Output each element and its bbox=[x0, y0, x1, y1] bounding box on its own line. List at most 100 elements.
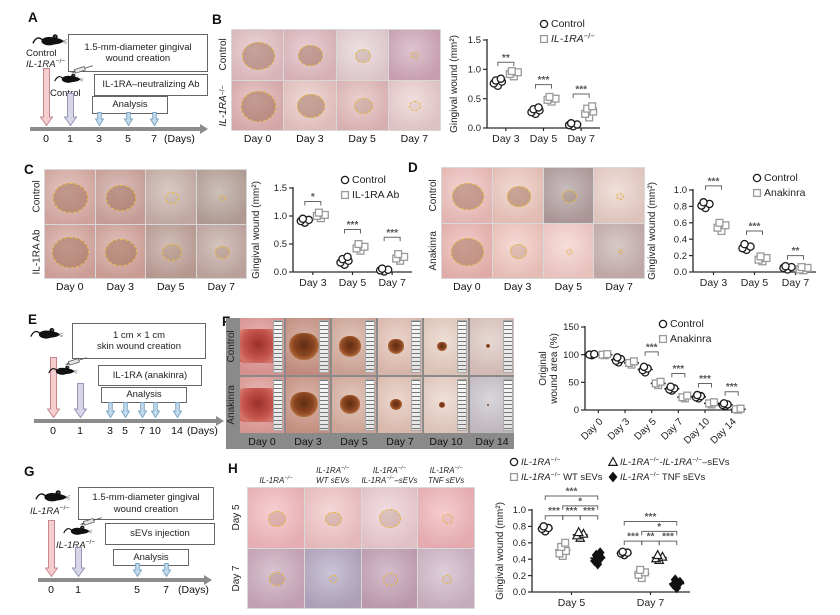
d-series-0 bbox=[697, 198, 796, 274]
g-tick-label: 5 bbox=[134, 584, 140, 596]
h-photo-r0c1 bbox=[303, 487, 362, 549]
c-sig-label: *** bbox=[347, 220, 359, 231]
square-marker bbox=[658, 334, 668, 344]
circle-marker bbox=[639, 362, 649, 372]
a-mouse-icon-1 bbox=[32, 30, 68, 48]
b-photo-r0c1 bbox=[283, 29, 337, 81]
e-timeline-bar bbox=[34, 416, 224, 426]
panel-d-photos: Control Anakinra Day 0 Day 3 Day 5 Day 7 bbox=[428, 167, 645, 294]
a-analysis-arrow bbox=[149, 112, 159, 126]
d-wound-outline bbox=[616, 192, 625, 200]
c-series-1 bbox=[312, 208, 409, 265]
d-ytick-label: 1.0 bbox=[674, 185, 687, 196]
f-photo-r1c5 bbox=[470, 376, 514, 433]
f-legend-label: Anakinra bbox=[670, 333, 712, 345]
d-sig-label: *** bbox=[749, 222, 761, 233]
f-day-label: Day 3 bbox=[294, 436, 322, 448]
h-sig-label: ** bbox=[647, 532, 655, 543]
h-photo-r0c0 bbox=[247, 487, 305, 549]
panel-d-chart: 0.0 0.2 0.4 0.6 0.8 1.0 Gingival wound (mm²) Da… bbox=[646, 158, 840, 304]
circle-marker bbox=[740, 239, 749, 249]
f-xtick-label: Day 0 bbox=[579, 416, 606, 443]
circle-marker bbox=[666, 382, 675, 392]
d-series-1 bbox=[713, 218, 812, 275]
h-series-1 bbox=[555, 538, 650, 583]
square-marker bbox=[340, 190, 350, 200]
b-row-label: IL-1RA −/− bbox=[218, 84, 229, 126]
h-xtick-label: Day 5 bbox=[558, 597, 586, 609]
c-photo-r0c2 bbox=[145, 169, 197, 225]
circle-marker bbox=[509, 457, 519, 467]
f-photo-r1c2 bbox=[332, 376, 376, 433]
b-legend-item: Control bbox=[539, 18, 585, 30]
d-wound-outline bbox=[506, 185, 531, 207]
b-series-1 bbox=[505, 67, 598, 122]
c-legend-item: Control bbox=[340, 174, 386, 186]
d-photo-r0c1 bbox=[491, 167, 544, 224]
square-marker bbox=[509, 472, 519, 482]
g-mouse-icon-1 bbox=[35, 486, 71, 504]
a-tick-label: 1 bbox=[67, 133, 73, 145]
h-series-0 bbox=[537, 522, 632, 560]
c-day-label: Day 5 bbox=[157, 281, 185, 293]
f-ruler-icon bbox=[273, 378, 283, 431]
g-injection-arrow bbox=[71, 547, 85, 577]
h-sig-label: *** bbox=[566, 506, 578, 517]
b-photo-r0c0 bbox=[230, 29, 285, 81]
h-row-label: Day 5 bbox=[231, 504, 242, 531]
c-sig-bracket bbox=[304, 200, 322, 206]
square-marker bbox=[354, 239, 363, 249]
h-ytick-label: 0.6 bbox=[513, 538, 526, 549]
square-marker bbox=[756, 252, 765, 261]
f-wound bbox=[485, 344, 491, 349]
square-marker bbox=[539, 34, 549, 44]
b-photo-r1c2 bbox=[335, 79, 389, 131]
diamond-marker bbox=[608, 471, 618, 483]
f-day-label: Day 0 bbox=[248, 436, 276, 448]
c-ytick-label: 0.5 bbox=[274, 239, 287, 250]
c-ytick-label: 1.0 bbox=[274, 211, 287, 222]
h-legend-item: IL-1RA−/− WT sEVs bbox=[509, 472, 603, 483]
f-legend-item: Control bbox=[658, 318, 704, 330]
c-legend-item: IL-1RA Ab bbox=[340, 189, 399, 201]
h-legend-label: IL-1RA−/− TNF sEVs bbox=[620, 472, 705, 484]
f-sig-bracket bbox=[698, 382, 712, 388]
circle-marker bbox=[539, 522, 548, 531]
b-legend-label: IL-1RA−/− bbox=[551, 32, 595, 46]
c-day-label: Day 3 bbox=[106, 281, 134, 293]
d-wound-outline bbox=[451, 237, 485, 266]
d-chart-svg: 0.0 0.2 0.4 0.6 0.8 1.0 Gingival wound (mm²) Da… bbox=[647, 172, 816, 289]
f-wound bbox=[240, 387, 277, 422]
c-xtick-label: Day 3 bbox=[299, 277, 327, 289]
f-ruler-icon bbox=[503, 378, 513, 431]
b-photo-r0c2 bbox=[335, 29, 389, 81]
c-day-label: Day 0 bbox=[56, 281, 84, 293]
a-tick-label: 0 bbox=[43, 133, 49, 145]
circle-marker bbox=[566, 119, 576, 128]
c-day-label: Day 7 bbox=[207, 281, 235, 293]
b-xtick-label: Day 3 bbox=[492, 133, 520, 145]
f-ruler-icon bbox=[411, 378, 421, 431]
f-wound bbox=[388, 338, 404, 354]
g-box-1: 1.5-mm-diameter gingival wound creation bbox=[78, 487, 214, 520]
c-wound-outline bbox=[164, 191, 179, 204]
c-photo-r1c2 bbox=[145, 223, 197, 279]
b-day-label: Day 5 bbox=[348, 133, 376, 145]
f-ruler-icon bbox=[411, 320, 421, 373]
a-tick-label: 7 bbox=[151, 133, 157, 145]
h-sig-bracket bbox=[641, 530, 678, 536]
panel-g-schematic: IL-1RA−/− 1.5-mm-diameter gingival wound c… bbox=[30, 474, 230, 610]
square-marker bbox=[656, 377, 665, 386]
c-photo-r0c1 bbox=[94, 169, 146, 225]
a-analysis-arrow bbox=[94, 112, 104, 126]
diamond-marker bbox=[595, 547, 605, 559]
d-ytick-label: 0.0 bbox=[674, 267, 687, 278]
b-wound-outline bbox=[409, 101, 422, 112]
panel-c-label: C bbox=[24, 162, 34, 177]
triangle-marker bbox=[607, 456, 619, 466]
panel-b-photos: Control IL-1RA −/− Day 0 Day 3 Day 5 Day 7 bbox=[218, 29, 442, 146]
f-photo-r0c5 bbox=[470, 318, 514, 375]
f-photo-r1c4 bbox=[424, 376, 468, 433]
f-ruler-icon bbox=[319, 320, 329, 373]
h-sig-bracket bbox=[562, 505, 599, 510]
